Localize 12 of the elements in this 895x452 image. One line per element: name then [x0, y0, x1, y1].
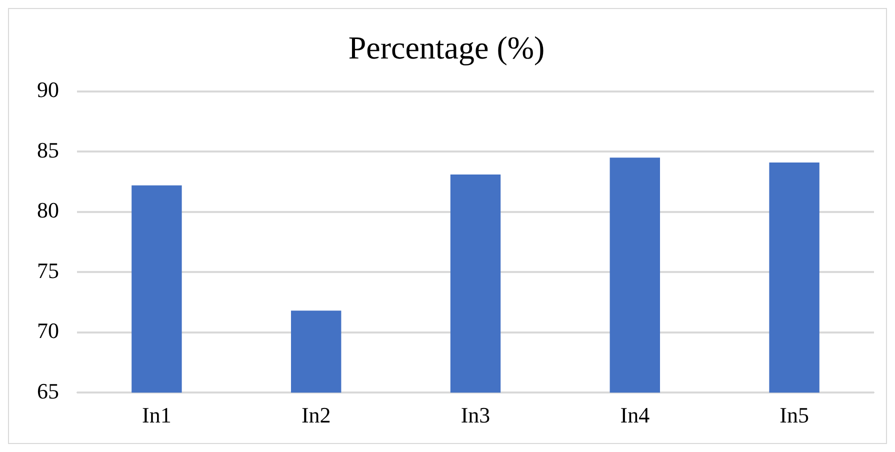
x-tick-label: In1 [142, 402, 172, 428]
x-tick-label: In5 [780, 402, 809, 428]
y-tick-label: 85 [37, 137, 59, 162]
y-tick-label: 90 [37, 77, 59, 102]
y-tick-label: 80 [37, 198, 59, 223]
x-tick-label: In2 [301, 402, 331, 428]
y-tick-label: 70 [37, 318, 59, 344]
y-tick-label: 65 [37, 378, 59, 404]
x-tick-label: In3 [460, 402, 490, 428]
chart-title: Percentage (%) [348, 30, 545, 66]
y-tick-label: 75 [37, 258, 59, 283]
x-tick-label: In4 [620, 402, 650, 428]
